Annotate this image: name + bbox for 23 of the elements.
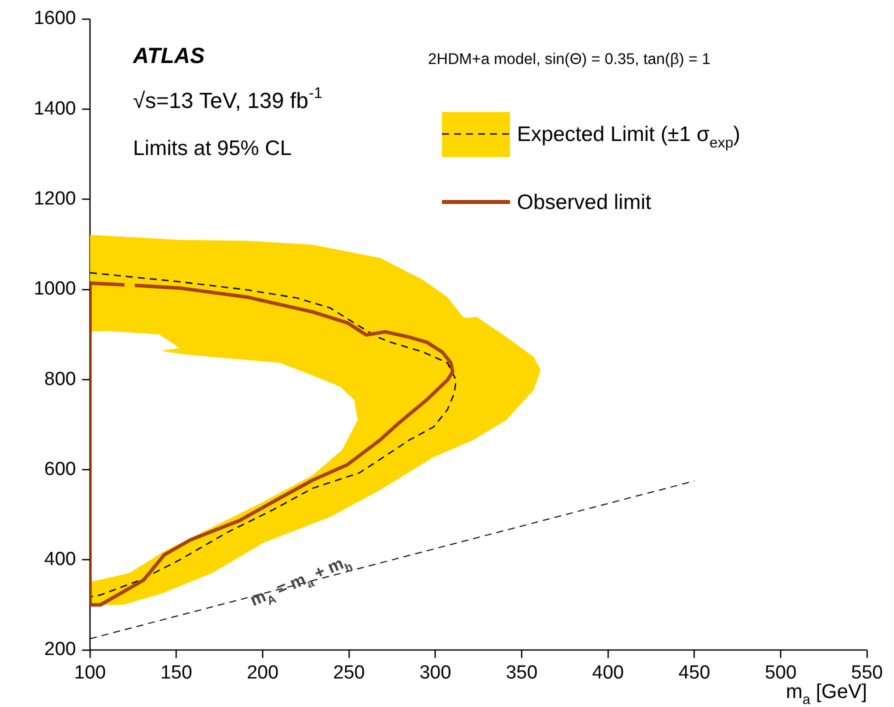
y-tick-label: 1000 — [34, 278, 76, 300]
x-tick-label: 250 — [333, 662, 365, 684]
y-tick-label: 200 — [44, 639, 76, 660]
x-tick-label: 350 — [506, 662, 538, 684]
x-tick-label: 100 — [74, 662, 106, 684]
x-tick-label: 500 — [764, 662, 797, 684]
x-tick-label: 200 — [246, 662, 279, 684]
y-tick-label: 600 — [44, 458, 76, 480]
y-tick-label: 1600 — [34, 8, 76, 30]
y-tick-label: 1200 — [34, 188, 76, 210]
legend-label: Observed limit — [517, 191, 652, 214]
x-tick-label: 400 — [592, 662, 624, 684]
y-tick-label: 800 — [44, 368, 76, 390]
x-tick-label: 550 — [851, 662, 883, 684]
annotation: mA = ma + mh — [247, 554, 355, 610]
x-tick-label: 450 — [678, 662, 710, 684]
annotation: Limits at 95% CL — [133, 137, 292, 160]
annotation: ATLAS — [132, 43, 206, 68]
y-tick-label: 1400 — [34, 98, 76, 120]
x-tick-label: 150 — [160, 662, 192, 684]
y-tick-label: 400 — [44, 549, 76, 570]
annotation: 2HDM+a model, sin(Θ) = 0.35, tan(β) = 1 — [428, 51, 710, 68]
x-tick-label: 300 — [419, 662, 452, 684]
